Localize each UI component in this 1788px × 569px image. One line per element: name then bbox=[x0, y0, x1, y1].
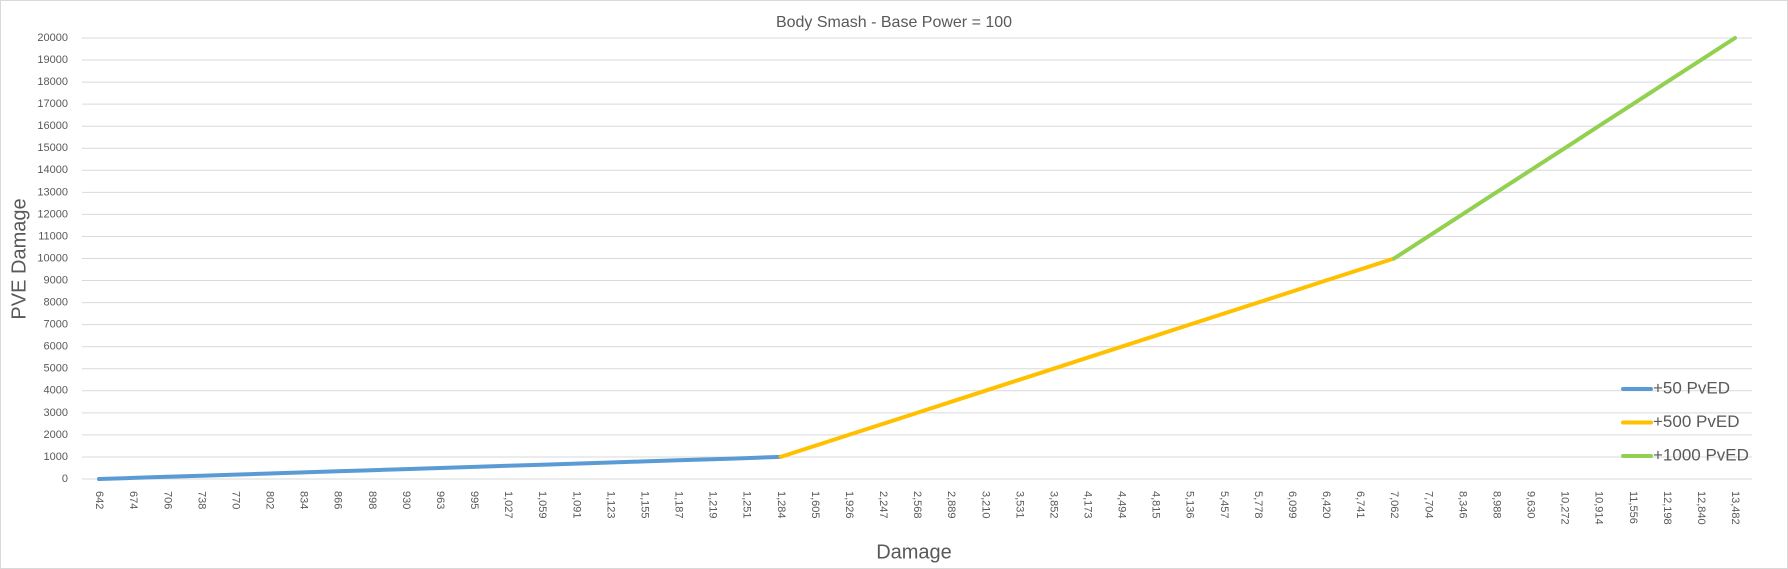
x-tick-label: 9,630 bbox=[1525, 491, 1537, 519]
y-tick-label: 15000 bbox=[37, 142, 68, 154]
x-tick-label: 3,210 bbox=[979, 491, 991, 519]
x-tick-label: 1,219 bbox=[707, 491, 719, 519]
x-tick-label: 995 bbox=[468, 491, 480, 509]
x-tick-label: 1,027 bbox=[502, 491, 514, 519]
x-tick-label: 642 bbox=[93, 491, 105, 509]
y-tick-label: 2000 bbox=[44, 429, 68, 441]
x-tick-label: 963 bbox=[434, 491, 446, 509]
series-line bbox=[97, 454, 783, 481]
x-tick-label: 2,247 bbox=[877, 491, 889, 519]
y-tick-label: 0 bbox=[62, 473, 68, 485]
series-line bbox=[1392, 36, 1737, 261]
x-tick-label: 1,123 bbox=[604, 491, 616, 519]
x-tick-label: 1,251 bbox=[741, 491, 753, 519]
x-tick-label: 3,852 bbox=[1047, 491, 1059, 519]
x-tick-label: 770 bbox=[229, 491, 241, 509]
y-tick-label: 17000 bbox=[37, 98, 68, 110]
x-tick-label: 10,914 bbox=[1593, 491, 1605, 525]
x-tick-label: 10,272 bbox=[1559, 491, 1571, 525]
series-line bbox=[778, 256, 1397, 459]
x-tick-label: 4,173 bbox=[1082, 491, 1094, 519]
x-tick-label: 8,988 bbox=[1490, 491, 1502, 519]
x-tick-label: 4,815 bbox=[1150, 491, 1162, 519]
y-tick-label: 11000 bbox=[38, 230, 68, 242]
x-tick-label: 6,099 bbox=[1286, 491, 1298, 519]
x-tick-label: 12,198 bbox=[1661, 491, 1673, 525]
x-tick-label: 1,091 bbox=[570, 491, 582, 519]
y-tick-label: 7000 bbox=[44, 319, 68, 331]
x-tick-label: 8,346 bbox=[1456, 491, 1468, 519]
y-tick-label: 10000 bbox=[37, 252, 68, 264]
x-tick-label: 7,704 bbox=[1422, 491, 1434, 519]
x-tick-label: 1,187 bbox=[673, 491, 685, 519]
y-tick-label: 6000 bbox=[44, 341, 68, 353]
x-axis-label: Damage bbox=[876, 541, 952, 563]
x-tick-label: 834 bbox=[298, 491, 310, 509]
y-tick-label: 4000 bbox=[44, 385, 68, 397]
y-tick-label: 12000 bbox=[37, 208, 68, 220]
x-tick-label: 898 bbox=[366, 491, 378, 509]
x-tick-label: 802 bbox=[264, 491, 276, 509]
y-tick-label: 18000 bbox=[37, 76, 68, 88]
x-tick-label: 738 bbox=[195, 491, 207, 509]
x-tick-label: 1,155 bbox=[638, 491, 650, 519]
y-tick-label: 13000 bbox=[37, 186, 68, 198]
x-tick-label: 5,778 bbox=[1252, 491, 1264, 519]
legend-label: +1000 PvED bbox=[1653, 445, 1749, 464]
x-tick-label: 11,556 bbox=[1627, 491, 1639, 524]
x-tick-label: 1,284 bbox=[775, 491, 787, 519]
y-tick-label: 3000 bbox=[44, 407, 68, 419]
x-tick-label: 5,457 bbox=[1218, 491, 1230, 519]
y-tick-label: 5000 bbox=[44, 363, 68, 375]
x-tick-label: 674 bbox=[127, 491, 139, 509]
y-tick-label: 14000 bbox=[37, 164, 68, 176]
y-tick-label: 1000 bbox=[44, 451, 68, 463]
y-tick-label: 9000 bbox=[44, 274, 68, 286]
chart-title: Body Smash - Base Power = 100 bbox=[776, 14, 1012, 31]
x-tick-label: 706 bbox=[161, 491, 173, 509]
x-tick-label: 930 bbox=[400, 491, 412, 509]
x-tick-label: 3,531 bbox=[1013, 491, 1025, 519]
x-tick-label: 2,889 bbox=[945, 491, 957, 519]
x-tick-label: 6,420 bbox=[1320, 491, 1332, 519]
y-tick-label: 16000 bbox=[37, 120, 68, 132]
y-axis-label: PVE Damage bbox=[8, 198, 30, 319]
x-tick-label: 866 bbox=[332, 491, 344, 509]
x-tick-label: 1,605 bbox=[809, 491, 821, 519]
x-tick-label: 5,136 bbox=[1184, 491, 1196, 519]
legend-label: +500 PvED bbox=[1653, 412, 1739, 431]
x-tick-label: 1,059 bbox=[536, 491, 548, 519]
x-tick-label: 6,741 bbox=[1354, 491, 1366, 519]
x-tick-label: 7,062 bbox=[1388, 491, 1400, 519]
legend-label: +50 PvED bbox=[1653, 378, 1730, 397]
y-tick-label: 8000 bbox=[44, 297, 68, 309]
x-tick-label: 13,482 bbox=[1729, 491, 1741, 525]
x-tick-label: 4,494 bbox=[1116, 491, 1128, 519]
y-tick-label: 20000 bbox=[37, 32, 68, 44]
x-tick-label: 1,926 bbox=[843, 491, 855, 519]
x-tick-label: 2,568 bbox=[911, 491, 923, 519]
x-tick-label: 12,840 bbox=[1695, 491, 1707, 525]
y-tick-label: 19000 bbox=[37, 54, 68, 66]
